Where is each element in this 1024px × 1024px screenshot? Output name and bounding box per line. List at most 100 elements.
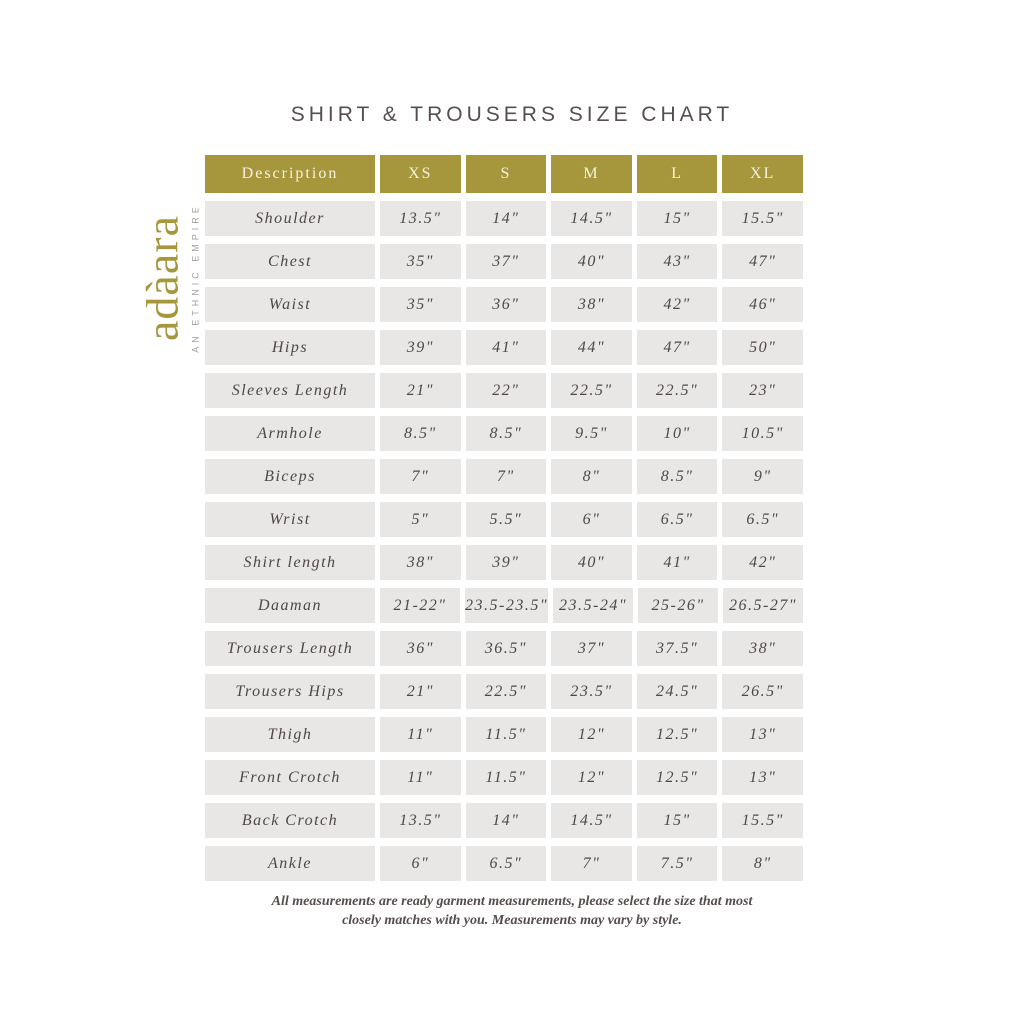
measurement-cell: 23.5-24" bbox=[553, 588, 634, 623]
measurement-cell: 43" bbox=[636, 244, 718, 279]
measurement-cell: 11.5" bbox=[465, 760, 547, 795]
row-label: Back Crotch bbox=[205, 803, 375, 838]
measurement-cell: 12" bbox=[551, 717, 632, 752]
measurement-cell: 21" bbox=[380, 674, 461, 709]
measurement-cell: 23.5-23.5" bbox=[464, 588, 549, 623]
measurement-cell: 12" bbox=[551, 760, 632, 795]
table-row: Armhole 8.5" 8.5" 9.5" 10" 10.5" bbox=[205, 416, 803, 451]
measurement-cell: 21-22" bbox=[380, 588, 460, 623]
row-label: Trousers Length bbox=[205, 631, 375, 666]
measurement-cell: 6.5" bbox=[636, 502, 718, 537]
measurement-cell: 8.5" bbox=[380, 416, 461, 451]
measurement-cell: 8" bbox=[722, 846, 803, 881]
measurement-cell: 40" bbox=[551, 545, 632, 580]
measurement-cell: 13.5" bbox=[380, 201, 461, 236]
measurement-cell: 8.5" bbox=[636, 459, 718, 494]
measurement-cell: 11" bbox=[380, 717, 461, 752]
measurement-cell: 21" bbox=[380, 373, 461, 408]
row-label: Hips bbox=[205, 330, 375, 365]
table-body: Shoulder 13.5" 14" 14.5" 15" 15.5" Chest 35" 37"… bbox=[205, 201, 803, 881]
row-label: Shoulder bbox=[205, 201, 375, 236]
measurement-cell: 7" bbox=[465, 459, 547, 494]
measurement-cell: 37" bbox=[465, 244, 547, 279]
measurement-cell: 47" bbox=[636, 330, 718, 365]
measurement-cell: 9" bbox=[722, 459, 803, 494]
measurement-cell: 13" bbox=[722, 760, 803, 795]
row-label: Shirt length bbox=[205, 545, 375, 580]
brand-tagline: AN ETHNIC EMPIRE bbox=[190, 203, 201, 353]
footnote-line-1: All measurements are ready garment measu… bbox=[271, 894, 753, 909]
measurement-cell: 25-26" bbox=[638, 588, 718, 623]
measurement-cell: 7" bbox=[380, 459, 461, 494]
table-row: Thigh 11" 11.5" 12" 12.5" 13" bbox=[205, 717, 803, 752]
measurement-cell: 36.5" bbox=[465, 631, 547, 666]
measurement-cell: 47" bbox=[722, 244, 803, 279]
measurement-cell: 23.5" bbox=[551, 674, 632, 709]
measurement-cell: 38" bbox=[722, 631, 803, 666]
measurement-cell: 7" bbox=[551, 846, 632, 881]
brand-wordmark: adàara bbox=[136, 215, 188, 341]
measurement-cell: 15.5" bbox=[722, 803, 803, 838]
measurement-cell: 5.5" bbox=[465, 502, 547, 537]
measurement-cell: 14" bbox=[465, 201, 547, 236]
measurement-cell: 11.5" bbox=[465, 717, 547, 752]
measurement-cell: 26.5-27" bbox=[723, 588, 803, 623]
table-row: Waist 35" 36" 38" 42" 46" bbox=[205, 287, 803, 322]
column-header-l: L bbox=[636, 155, 718, 193]
table-row: Chest 35" 37" 40" 43" 47" bbox=[205, 244, 803, 279]
measurement-cell: 41" bbox=[465, 330, 547, 365]
row-label: Chest bbox=[205, 244, 375, 279]
page-title: SHIRT & TROUSERS SIZE CHART bbox=[290, 103, 734, 126]
measurement-cell: 9.5" bbox=[551, 416, 632, 451]
brand-logo-rotated: adàara AN ETHNIC EMPIRE bbox=[136, 148, 201, 408]
measurement-cell: 22" bbox=[465, 373, 547, 408]
measurement-cell: 38" bbox=[551, 287, 632, 322]
row-label: Ankle bbox=[205, 846, 375, 881]
column-header-description: Description bbox=[205, 155, 375, 193]
table-row: Sleeves Length 21" 22" 22.5" 22.5" 23" bbox=[205, 373, 803, 408]
table-row: Back Crotch 13.5" 14" 14.5" 15" 15.5" bbox=[205, 803, 803, 838]
footnote-line-2: closely matches with you. Measurements m… bbox=[342, 912, 682, 928]
measurement-cell: 5" bbox=[380, 502, 461, 537]
measurement-cell: 15" bbox=[636, 201, 718, 236]
column-header-m: M bbox=[551, 155, 632, 193]
measurement-cell: 10.5" bbox=[722, 416, 803, 451]
row-label: Wrist bbox=[205, 502, 375, 537]
measurement-cell: 40" bbox=[551, 244, 632, 279]
measurement-cell: 14.5" bbox=[551, 803, 632, 838]
column-header-xs: XS bbox=[380, 155, 461, 193]
table-row: Shirt length 38" 39" 40" 41" 42" bbox=[205, 545, 803, 580]
measurement-cell: 35" bbox=[380, 287, 461, 322]
measurement-cell: 13.5" bbox=[380, 803, 461, 838]
row-label: Thigh bbox=[205, 717, 375, 752]
measurement-cell: 46" bbox=[722, 287, 803, 322]
measurement-cell: 42" bbox=[636, 287, 718, 322]
row-label: Front Crotch bbox=[205, 760, 375, 795]
table-row: Trousers Length 36" 36.5" 37" 37.5" 38" bbox=[205, 631, 803, 666]
measurement-cell: 10" bbox=[636, 416, 718, 451]
measurement-cell: 6.5" bbox=[465, 846, 547, 881]
measurement-cell: 44" bbox=[551, 330, 632, 365]
row-label: Sleeves Length bbox=[205, 373, 375, 408]
measurement-cell: 42" bbox=[722, 545, 803, 580]
measurement-cell: 37" bbox=[551, 631, 632, 666]
table-row: Shoulder 13.5" 14" 14.5" 15" 15.5" bbox=[205, 201, 803, 236]
measurement-cell: 6" bbox=[380, 846, 461, 881]
measurement-cell: 15" bbox=[636, 803, 718, 838]
row-label: Trousers Hips bbox=[205, 674, 375, 709]
column-header-s: S bbox=[465, 155, 547, 193]
measurement-cell: 14.5" bbox=[551, 201, 632, 236]
table-row: Hips 39" 41" 44" 47" 50" bbox=[205, 330, 803, 365]
row-label: Daaman bbox=[205, 588, 375, 623]
measurement-cell: 13" bbox=[722, 717, 803, 752]
measurement-cell: 22.5" bbox=[551, 373, 632, 408]
measurement-cell: 12.5" bbox=[636, 717, 718, 752]
table-row: Ankle 6" 6.5" 7" 7.5" 8" bbox=[205, 846, 803, 881]
measurement-cell: 8" bbox=[551, 459, 632, 494]
row-label: Armhole bbox=[205, 416, 375, 451]
table-row: Daaman 21-22" 23.5-23.5" 23.5-24" 25-26" 26.5… bbox=[205, 588, 803, 623]
measurement-cell: 39" bbox=[465, 545, 547, 580]
footnote: All measurements are ready garment measu… bbox=[192, 893, 832, 931]
measurement-cell: 11" bbox=[380, 760, 461, 795]
measurement-cell: 37.5" bbox=[636, 631, 718, 666]
